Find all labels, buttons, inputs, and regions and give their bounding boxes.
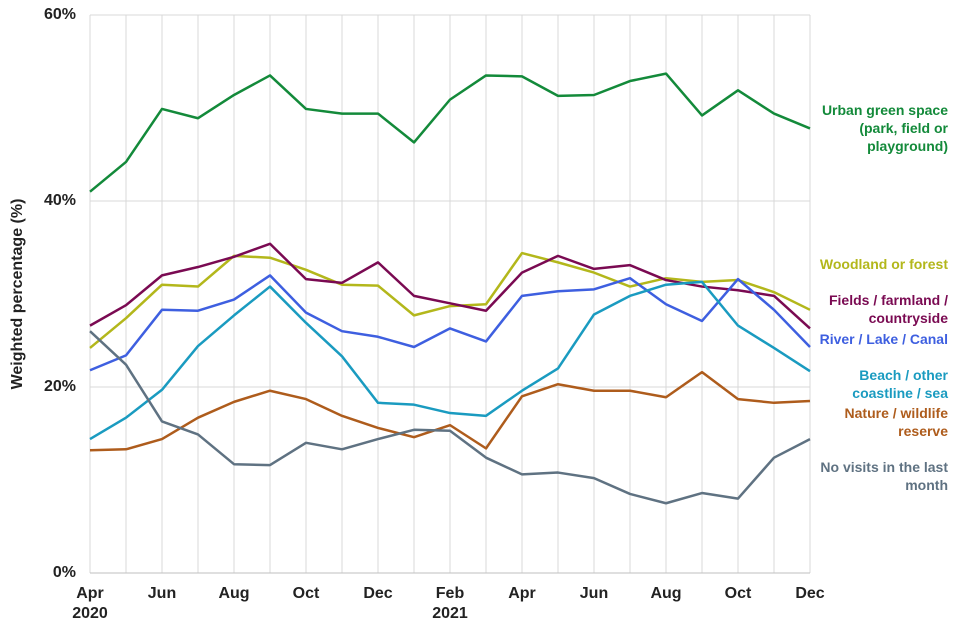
y-tick-label: 20%: [44, 378, 76, 395]
series-line: [89, 72, 811, 193]
x-tick-label: Aug: [218, 585, 250, 602]
series-line: [89, 280, 811, 441]
y-axis-label: Weighted percentage (%): [9, 199, 26, 390]
x-tick-label: Apr 2020: [72, 585, 108, 622]
series-line: [89, 251, 811, 349]
x-tick-label: Jun: [579, 585, 609, 602]
x-tick-label: Dec: [795, 585, 825, 602]
series-label: River / Lake / Canal: [819, 331, 948, 347]
series-label: Urban green space (park, field or playgr…: [821, 102, 948, 154]
series-label: Nature / wildlife reserve: [844, 405, 948, 439]
x-tick-label: Dec: [363, 585, 393, 602]
series-label: Woodland or forest: [819, 256, 948, 272]
series-label: No visits in the last month: [820, 459, 948, 493]
x-tick-label: Oct: [724, 585, 752, 602]
x-tick-label: Aug: [650, 585, 682, 602]
series-label: Beach / other coastline / sea: [852, 367, 948, 401]
series-line: [89, 274, 811, 372]
series-line: [89, 370, 811, 452]
y-tick-label: 0%: [53, 564, 76, 581]
series-line: [89, 330, 811, 505]
x-tick-label: Feb 2021: [432, 585, 468, 622]
series-label: Fields / farmland / countryside: [828, 292, 948, 326]
series-line: [89, 242, 811, 330]
x-tick-label: Apr: [508, 585, 536, 602]
x-tick-label: Jun: [147, 585, 177, 602]
y-tick-label: 40%: [44, 192, 76, 209]
x-tick-label: Oct: [292, 585, 320, 602]
y-tick-label: 60%: [44, 6, 76, 23]
